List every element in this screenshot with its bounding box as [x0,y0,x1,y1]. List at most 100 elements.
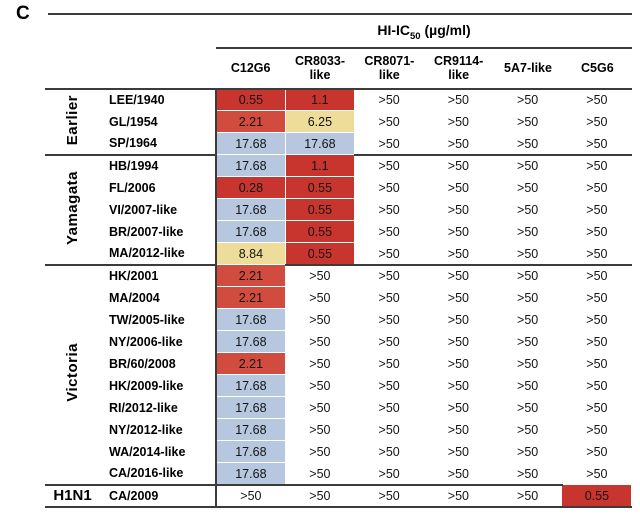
value-cell: >50 [447,180,469,195]
value-cell: 17.68 [214,330,286,354]
value-cell: >50 [447,334,469,349]
value-cell: 1.1 [284,88,356,112]
value-cell: >50 [354,483,424,507]
value-cell: >50 [517,400,539,415]
value-cell: >50 [586,444,608,459]
value-cell: >50 [493,153,563,177]
table-row: Victoria HK/2001 2.21 >50 >50 >50 >50 >50 [45,263,632,485]
hi-ic50-table: HI-IC50 (µg/ml) C12G6 CR8033-like CR8071… [45,13,633,508]
value-cell: >50 [309,378,331,393]
value-cell: 6.25 [284,110,356,134]
value-cell: >50 [517,444,539,459]
value-cell: 8.84 [214,242,286,266]
group-label: Victoria [45,263,100,485]
value-cell: 17.68 [214,132,286,156]
value-cell: >50 [517,466,539,481]
value-cell: 2.21 [214,286,286,310]
value-cell: >50 [586,246,608,261]
value-cell: >50 [423,483,493,507]
value-cell: >50 [586,466,608,481]
column-header-5a7-like: 5A7-like [504,61,552,76]
strain-label: NY/2006-like [109,334,183,349]
strain-label: MA/2004 [109,290,160,305]
value-cell: >50 [378,114,400,129]
value-cell: >50 [517,224,539,239]
value-cell: >50 [586,334,608,349]
value-cell: 17.68 [214,154,286,178]
table-row: MA/2012-like 8.84 0.55 >50 >50 >50 >50 [45,242,632,266]
value-cell: >50 [493,483,563,507]
value-cell: >50 [309,422,331,437]
value-cell: >50 [586,290,608,305]
strain-label: BR/60/2008 [109,356,176,371]
strain-label: NY/2012-like [109,422,183,437]
strain-label: FL/2006 [109,180,156,195]
table-row: MA/2004 2.21 >50 >50 >50 >50 >50 [45,286,632,310]
value-cell: >50 [517,312,539,327]
column-header-cr8071-like: CR8071-like [364,54,415,83]
value-cell: >50 [354,263,424,287]
table-row: H1N1 CA/2009 >50 >50 >50 >50 >50 0.55 [45,483,633,508]
value-cell: >50 [586,400,608,415]
strain-label: WA/2014-like [109,444,186,459]
strain-label: HB/1994 [100,153,216,177]
table-body: Earlier LEE/1940 0.55 1.1 >50 >50 >50 >50 GL/195… [45,87,633,508]
value-cell: >50 [586,202,608,217]
value-cell: >50 [378,422,400,437]
value-cell: >50 [447,224,469,239]
value-cell: >50 [447,290,469,305]
value-cell: >50 [309,466,331,481]
strain-label: CA/2016-like [109,466,184,481]
value-cell: >50 [309,290,331,305]
value-cell: >50 [517,246,539,261]
strain-label: CA/2009 [100,483,216,507]
value-cell: >50 [586,224,608,239]
value-cell: >50 [586,114,608,129]
table-row: NY/2012-like 17.68 >50 >50 >50 >50 >50 [45,418,632,442]
strain-label: LEE/1940 [100,87,216,111]
column-header-c12g6: C12G6 [230,61,271,76]
value-cell: >50 [378,400,400,415]
table-row: WA/2014-like 17.68 >50 >50 >50 >50 >50 [45,440,632,464]
value-cell: 17.68 [214,440,286,464]
value-cell: >50 [447,422,469,437]
value-cell: 0.55 [284,242,356,266]
table-row: BR/60/2008 2.21 >50 >50 >50 >50 >50 [45,352,632,376]
value-cell: >50 [378,444,400,459]
value-cell: >50 [378,466,400,481]
value-cell: >50 [378,356,400,371]
table-title: HI-IC50 (µg/ml) [216,15,632,47]
group-label-text: Earlier [64,94,81,145]
value-cell: >50 [447,356,469,371]
value-cell: >50 [423,87,493,111]
table-row: Yamagata HB/1994 17.68 1.1 >50 >50 >50 >50 [45,153,632,265]
value-cell: >50 [285,483,355,507]
value-cell: >50 [517,114,539,129]
value-cell: >50 [517,422,539,437]
value-cell: >50 [378,180,400,195]
value-cell: 0.55 [284,198,356,222]
group-label: H1N1 [45,483,100,507]
value-cell: >50 [517,180,539,195]
column-header-cr8033-like: CR8033-like [294,54,345,83]
value-cell: >50 [447,400,469,415]
column-header-row: C12G6 CR8033-like CR8071-like CR9114-lik… [45,49,632,88]
value-cell: >50 [586,180,608,195]
value-cell: >50 [378,136,400,151]
table-row: NY/2006-like 17.68 >50 >50 >50 >50 >50 [45,330,632,354]
strain-label: TW/2005-like [109,312,185,327]
title-subscript: 50 [410,30,421,42]
value-cell: 17.68 [214,198,286,222]
column-header-c5g6: C5G6 [581,61,614,76]
value-cell: >50 [517,290,539,305]
group-label-text: H1N1 [53,487,92,505]
panel-label: C [16,3,30,24]
value-cell: 17.68 [214,418,286,442]
value-cell: >50 [562,87,632,111]
value-cell: >50 [309,334,331,349]
strain-label: SP/1964 [109,136,157,151]
value-cell: >50 [309,356,331,371]
strain-label: GL/1954 [109,114,158,129]
value-cell: >50 [309,444,331,459]
value-cell: >50 [586,378,608,393]
